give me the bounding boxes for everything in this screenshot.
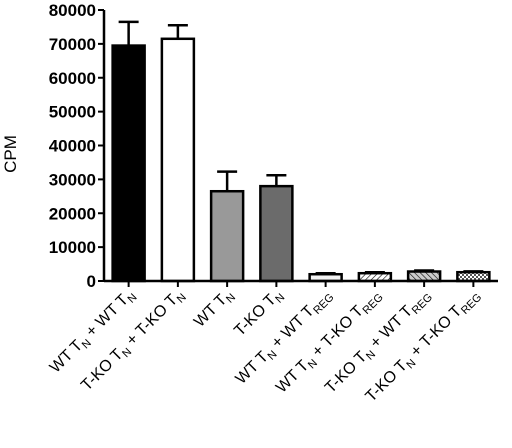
x-tick-label: WT TN + WT TN	[47, 286, 140, 379]
bars	[111, 20, 491, 283]
bar	[456, 270, 491, 283]
x-axis: WT TN + WT TNT-KO TN + T-KO TN WT TNT-KO …	[47, 279, 498, 406]
bar	[111, 44, 146, 283]
y-tick-label: 40000	[49, 137, 96, 156]
y-tick-label: 0	[87, 272, 96, 291]
y-tick-label: 80000	[49, 1, 96, 20]
bar	[259, 184, 294, 283]
bar	[406, 270, 442, 283]
y-axis: 0 10000 20000 30000 40000 50000 60000 70000 8000…	[49, 1, 106, 291]
y-axis-title: CPM	[1, 135, 20, 173]
y-tick-label: 10000	[49, 238, 96, 257]
y-tick-label: 20000	[49, 204, 96, 223]
bar	[160, 37, 196, 283]
y-tick-label: 50000	[49, 103, 96, 122]
bar	[209, 189, 245, 283]
y-tick-label: 60000	[49, 69, 96, 88]
y-tick-label: 30000	[49, 170, 96, 189]
x-tick-label: WT TN	[191, 286, 238, 333]
y-tick-label: 70000	[49, 35, 96, 54]
